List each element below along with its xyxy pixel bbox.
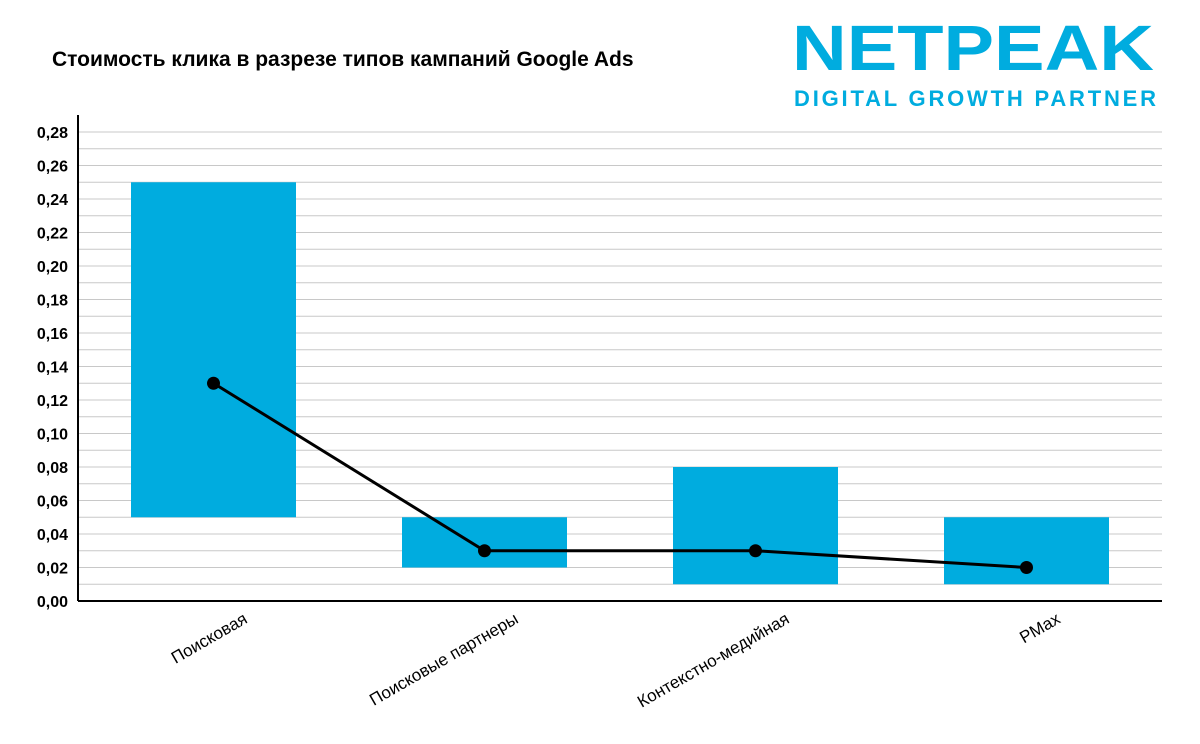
y-tick-label: 0,14 bbox=[37, 360, 68, 377]
range-bar bbox=[673, 467, 838, 585]
line-point bbox=[1020, 561, 1033, 574]
y-tick-label: 0,18 bbox=[37, 293, 68, 310]
y-tick-label: 0,20 bbox=[37, 259, 68, 276]
range-bar bbox=[131, 182, 296, 518]
chart-title: Стоимость клика в разрезе типов кампаний… bbox=[52, 48, 634, 71]
y-tick-label: 0,22 bbox=[37, 226, 68, 243]
grid-lines bbox=[78, 131, 1162, 585]
y-tick-label: 0,26 bbox=[37, 159, 68, 176]
line-point bbox=[749, 544, 762, 558]
range-bars bbox=[131, 182, 1109, 585]
line-series-path bbox=[212, 381, 1027, 569]
y-tick-label: 0,08 bbox=[37, 460, 68, 477]
x-tick-label: Поисковая bbox=[168, 609, 250, 668]
y-tick-label: 0,02 bbox=[37, 561, 68, 578]
axes bbox=[77, 115, 1162, 602]
logo-wordmark: NETPEAK bbox=[792, 12, 1154, 84]
y-tick-label: 0,28 bbox=[37, 125, 68, 142]
y-tick-label: 0,10 bbox=[37, 427, 68, 444]
x-tick-labels: Поисковая Поисковые партнеры Контекстно-ме… bbox=[168, 609, 1064, 712]
logo-tagline: DIGITAL GROWTH PARTNER bbox=[794, 86, 1156, 111]
line-point bbox=[207, 376, 220, 390]
y-tick-label: 0,06 bbox=[37, 494, 68, 511]
range-bar bbox=[402, 517, 567, 568]
y-tick-label: 0,04 bbox=[37, 527, 68, 544]
y-tick-labels: 0,00 0,02 0,04 0,06 0,08 0,10 0,12 0,14 0,16 0,18… bbox=[37, 125, 68, 611]
y-tick-label: 0,12 bbox=[37, 393, 68, 410]
line-series bbox=[207, 376, 1033, 574]
range-bar bbox=[944, 517, 1109, 585]
x-tick-label: Контекстно-медийная bbox=[634, 609, 792, 711]
y-tick-label: 0,24 bbox=[37, 192, 68, 209]
line-point bbox=[478, 544, 491, 558]
x-tick-label: Поисковые партнеры bbox=[366, 609, 521, 710]
y-tick-label: 0,00 bbox=[37, 594, 68, 611]
netpeak-logo: NETPEAK DIGITAL GROWTH PARTNER bbox=[792, 12, 1156, 111]
x-tick-label: PMax bbox=[1016, 609, 1064, 647]
y-tick-label: 0,16 bbox=[37, 326, 68, 343]
